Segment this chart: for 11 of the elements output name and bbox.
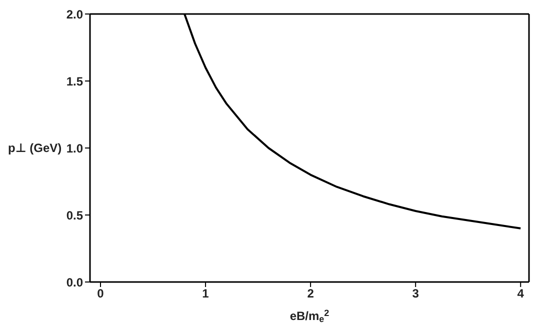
x-tick-label: 3	[412, 286, 420, 301]
x-tick-label: 1	[202, 286, 210, 301]
y-tick-label: 2.0	[66, 7, 84, 22]
x-tick-label: 2	[307, 286, 314, 301]
y-tick-label: 0.0	[66, 275, 84, 290]
x-tick-label: 4	[517, 286, 524, 301]
y-tick-label: 0.5	[66, 208, 84, 222]
y-tick-label: 1.5	[66, 74, 84, 88]
y-tick-label: 1.0	[66, 141, 84, 156]
y-axis-title: p⊥ (GeV)	[8, 141, 62, 155]
x-tick-label: 0	[97, 286, 104, 301]
